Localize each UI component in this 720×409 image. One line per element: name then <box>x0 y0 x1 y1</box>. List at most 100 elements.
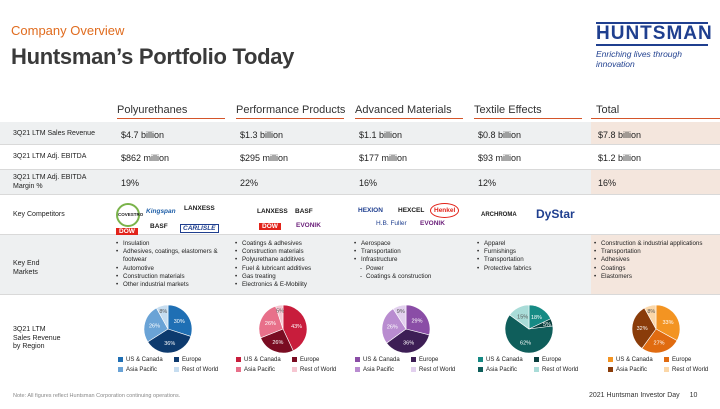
list-item: Construction & industrial applications <box>594 240 718 248</box>
list-item: Transportation <box>594 248 718 256</box>
legend-label: Rest of World <box>419 367 456 374</box>
legend-swatch <box>608 367 613 372</box>
logo-wordmark: HUNTSMAN <box>596 22 713 46</box>
list-item: Adhesives, coatings, elastomers & footwe… <box>116 248 226 264</box>
hbfuller-logo: H.B. Fuller <box>376 220 407 227</box>
column-header-polyurethanes: Polyurethanes <box>117 104 188 116</box>
hexion-logo: HEXION <box>358 207 383 214</box>
legend-item: Rest of World <box>292 367 336 373</box>
list-item: Coatings <box>594 265 718 273</box>
list-item: Protective fabrics <box>477 265 587 273</box>
legend-swatch <box>174 367 179 372</box>
markets-list-pp: Coatings & adhesives Construction materi… <box>235 240 347 289</box>
legend-label: Rest of World <box>182 367 219 374</box>
row-label-markets-line2: Markets <box>13 268 38 276</box>
legend-item: Asia Pacific <box>118 367 157 373</box>
pie-slice-europe <box>641 328 678 354</box>
column-header-textile-effects: Textile Effects <box>474 104 542 116</box>
row-rule <box>0 294 720 295</box>
list-item: Infrastructure <box>354 256 466 264</box>
legend-swatch <box>118 357 123 362</box>
legend-label: Asia Pacific <box>244 367 276 374</box>
pie-slice-us-canada <box>167 304 193 337</box>
legend-label: Asia Pacific <box>363 367 395 374</box>
legend-swatch <box>292 367 297 372</box>
footer-text: 2021 Huntsman Investor Day <box>589 392 680 399</box>
legend-item: Rest of World <box>664 367 708 373</box>
evonik-logo: EVONIK <box>296 222 321 229</box>
list-item: Fuel & lubricant additives <box>235 265 347 273</box>
row-label-region: 3Q21 LTM Sales Revenue by Region <box>13 326 60 352</box>
legend-label: Asia Pacific <box>126 367 158 374</box>
legend-label: Europe <box>182 357 202 364</box>
row-label-markets: Key End Markets <box>13 260 39 277</box>
legend-swatch <box>292 357 297 362</box>
ebitda-total: $1.2 billion <box>598 153 642 163</box>
legend-label: Rest of World <box>300 367 337 374</box>
pie-slice-rest-of-world <box>509 304 530 330</box>
legend-swatch <box>355 357 360 362</box>
column-divider <box>117 118 225 119</box>
legend-label: Rest of World <box>672 367 709 374</box>
legend-label: US & Canada <box>363 357 400 364</box>
markets-list-am: Aerospace Transportation Infrastructure … <box>354 240 466 281</box>
legend-swatch <box>174 357 179 362</box>
row-label-ebitda: 3Q21 LTM Adj. EBITDA <box>13 153 87 160</box>
legend-item: US & Canada <box>608 357 653 363</box>
list-item: Electronics & E-Mobility <box>235 281 347 289</box>
pie-data-label: 15% <box>517 315 528 321</box>
pie-data-label: 30% <box>174 319 185 325</box>
legend-item: Asia Pacific <box>478 367 517 373</box>
row-label-region-line3: by Region <box>13 343 45 350</box>
page-number: 10 <box>689 392 698 399</box>
list-item: Insulation <box>116 240 226 248</box>
legend-swatch <box>478 367 483 372</box>
column-header-advanced-materials: Advanced Materials <box>355 104 452 116</box>
legend-item: Europe <box>174 357 201 363</box>
sales-am: $1.1 billion <box>359 130 403 140</box>
markets-list-total: Construction & industrial applications T… <box>594 240 718 281</box>
dystar-logo: DyStar <box>536 207 575 221</box>
row-label-sales: 3Q21 LTM Sales Revenue <box>13 130 95 137</box>
total-band <box>591 122 720 144</box>
evonik-logo: EVONIK <box>420 220 445 227</box>
list-item: Transportation <box>477 256 587 264</box>
lanxess-logo: LANXESS <box>184 205 215 212</box>
pie-data-label: 26% <box>265 321 276 327</box>
legend-label: Europe <box>419 357 439 364</box>
pie-data-label: 8% <box>159 309 167 315</box>
legend-label: US & Canada <box>126 357 163 364</box>
column-divider <box>236 118 344 119</box>
row-label-markets-line1: Key End <box>13 260 40 267</box>
pie-data-label: 36% <box>403 341 414 347</box>
pie-slice-asia-pacific <box>258 305 284 339</box>
pie-slice-europe <box>260 328 294 354</box>
pie-data-label: 36% <box>164 341 175 347</box>
basf-logo: BASF <box>150 223 168 230</box>
legend-item: Asia Pacific <box>236 367 275 373</box>
row-label-region-line1: 3Q21 LTM <box>13 326 46 333</box>
legend-swatch <box>236 367 241 372</box>
legend-item: Europe <box>534 357 561 363</box>
pie-chart-textile-effects: 18%5% 62% 15% <box>504 304 554 354</box>
legend-item: Europe <box>411 357 438 363</box>
sales-te: $0.8 billion <box>478 130 522 140</box>
legend-swatch <box>411 357 416 362</box>
legend-item: Asia Pacific <box>608 367 647 373</box>
legend-item: US & Canada <box>236 357 281 363</box>
legend-swatch <box>664 367 669 372</box>
column-divider <box>355 118 463 119</box>
list-item: Other industrial markets <box>116 281 226 289</box>
dow-logo: DOW <box>259 223 281 230</box>
legend-swatch <box>355 367 360 372</box>
pie-data-label: 43% <box>291 324 302 330</box>
pie-data-label: 26% <box>387 324 398 330</box>
huntsman-logo: HUNTSMAN Enriching lives through innovat… <box>596 22 713 69</box>
pie-legend: US & Canada Europe Asia Pacific Rest of Wor… <box>118 357 226 377</box>
logo-tagline: Enriching lives through innovation <box>596 49 682 69</box>
column-divider <box>474 118 582 119</box>
pie-slice-us-canada <box>282 304 308 352</box>
ebitda-pp: $295 million <box>240 153 289 163</box>
legend-label: Rest of World <box>542 367 579 374</box>
margin-pp: 22% <box>240 178 259 188</box>
